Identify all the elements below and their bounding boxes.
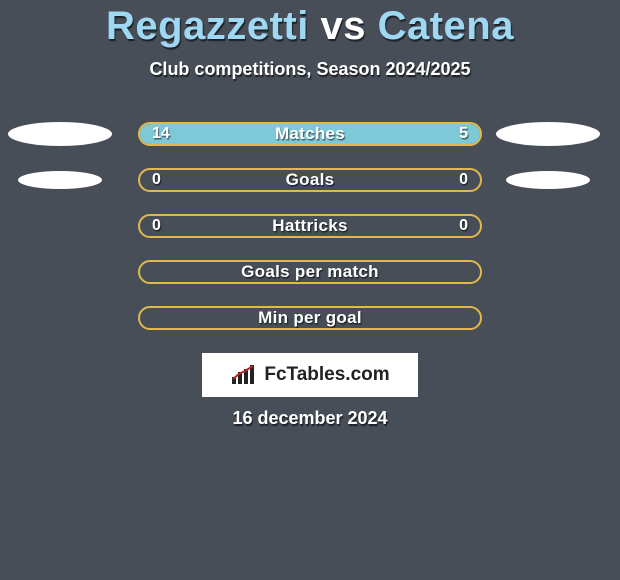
subtitle: Club competitions, Season 2024/2025 xyxy=(0,59,620,80)
stat-value-right: 5 xyxy=(459,124,468,144)
sidemark-right xyxy=(496,122,600,146)
stat-bar: Goals per match xyxy=(138,260,482,284)
logo: FcTables.com xyxy=(230,364,389,386)
stat-value-left: 14 xyxy=(152,124,170,144)
sidemark-left xyxy=(18,171,102,189)
sidemark-left xyxy=(8,122,112,146)
comparison-infographic: Regazzetti vs Catena Club competitions, … xyxy=(0,0,620,580)
player-a-name: Regazzetti xyxy=(106,4,309,48)
sidemark-right xyxy=(506,171,590,189)
logo-box: FcTables.com xyxy=(202,353,418,397)
stat-row: Goals0 0 xyxy=(0,168,620,192)
stat-row: Goals per match xyxy=(0,260,620,284)
stat-row: Min per goal xyxy=(0,306,620,330)
stat-bar: Hattricks0 0 xyxy=(138,214,482,238)
page-title: Regazzetti vs Catena xyxy=(0,0,620,49)
stat-value-right: 0 xyxy=(459,216,468,236)
stat-value-left: 0 xyxy=(152,216,161,236)
stat-bar: Matches14 5 xyxy=(138,122,482,146)
stat-label: Goals xyxy=(140,170,480,190)
player-b-name: Catena xyxy=(378,4,514,48)
stat-label: Goals per match xyxy=(140,262,480,282)
logo-text: FcTables.com xyxy=(264,364,389,386)
stat-row: Hattricks0 0 xyxy=(0,214,620,238)
vs-separator: vs xyxy=(320,4,366,48)
stat-bar: Goals0 0 xyxy=(138,168,482,192)
stat-value-left: 0 xyxy=(152,170,161,190)
stat-label: Matches xyxy=(140,124,480,144)
bars-icon xyxy=(230,364,258,386)
date-text: 16 december 2024 xyxy=(0,408,620,429)
stat-rows: Matches145Goals00Hattricks00Goals per ma… xyxy=(0,122,620,330)
stat-label: Min per goal xyxy=(140,308,480,328)
stat-bar: Min per goal xyxy=(138,306,482,330)
stat-label: Hattricks xyxy=(140,216,480,236)
stat-value-right: 0 xyxy=(459,170,468,190)
stat-row: Matches14 5 xyxy=(0,122,620,146)
